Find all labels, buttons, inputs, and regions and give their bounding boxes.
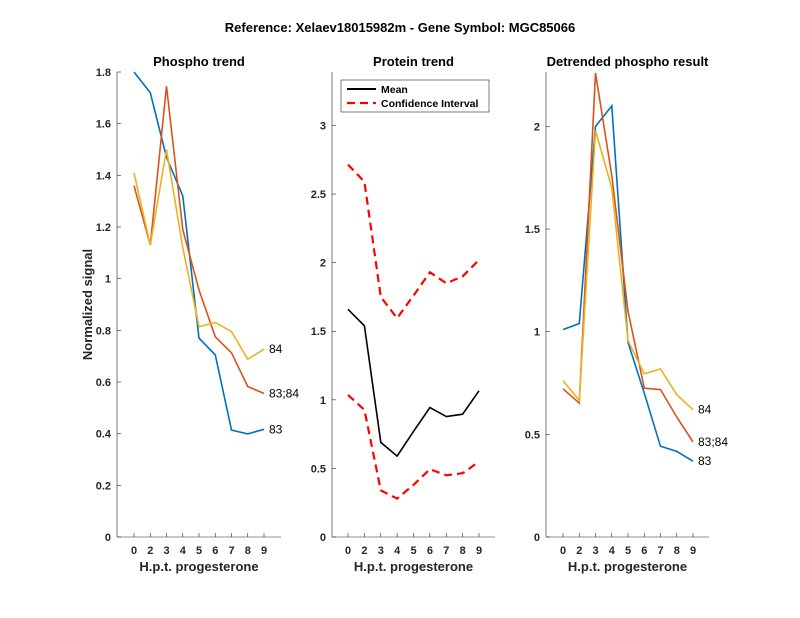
x-tick-label: 7 xyxy=(657,545,663,557)
y-tick-label: 0 xyxy=(320,532,326,544)
series-line-confidence-interval-upper xyxy=(347,163,480,320)
x-axis-label: H.p.t. progesterone xyxy=(568,559,687,574)
x-tick-label: 8 xyxy=(674,545,680,557)
x-axis-label: H.p.t. progesterone xyxy=(139,559,258,574)
panel-detrended-phospho-result: Detrended phospho result H.p.t. progeste… xyxy=(525,54,729,574)
legend-box xyxy=(340,79,490,113)
y-tick-label: 0.2 xyxy=(96,480,111,492)
x-tick-label: 0 xyxy=(560,545,566,557)
x-tick-label: 2 xyxy=(576,545,582,557)
legend-label-mean: Mean xyxy=(381,84,408,96)
series-end-label: 83 xyxy=(269,422,283,436)
panel-phospho-trend: Phospho trend H.p.t. progesterone Normal… xyxy=(80,54,299,574)
series-end-label: 84 xyxy=(269,342,283,356)
y-tick-label: 1.6 xyxy=(96,119,111,131)
panel-title: Detrended phospho result xyxy=(547,54,709,69)
y-tick-label: 1.5 xyxy=(525,224,540,236)
x-tick-label: 3 xyxy=(592,545,598,557)
legend: Mean Confidence Interval xyxy=(340,79,490,113)
series-line-mean xyxy=(347,308,480,458)
y-tick-label: 0.5 xyxy=(525,429,540,441)
series-end-label: 83;84 xyxy=(698,435,728,449)
y-tick-label: 0.4 xyxy=(96,429,112,441)
x-tick-label: 6 xyxy=(427,545,433,557)
y-tick-label: 1 xyxy=(320,395,326,407)
x-tick-label: 8 xyxy=(460,545,466,557)
panel-title: Phospho trend xyxy=(153,54,245,69)
legend-label-confidence-interval: Confidence Interval xyxy=(381,98,479,110)
y-tick-label: 1.5 xyxy=(311,326,326,338)
x-axis-label: H.p.t. progesterone xyxy=(354,559,473,574)
y-tick-label: 1.4 xyxy=(96,170,112,182)
x-tick-label: 9 xyxy=(476,545,482,557)
x-tick-label: 4 xyxy=(394,545,401,557)
y-tick-label: 2 xyxy=(320,258,326,270)
x-tick-label: 6 xyxy=(641,545,647,557)
y-tick-label: 1 xyxy=(105,274,111,286)
series-line-83 xyxy=(133,71,265,435)
x-tick-label: 3 xyxy=(163,545,169,557)
figure-suptitle: Reference: Xelaev18015982m - Gene Symbol… xyxy=(225,20,575,35)
x-tick-label: 2 xyxy=(361,545,367,557)
y-tick-label: 0.6 xyxy=(96,377,111,389)
series-line-84 xyxy=(562,130,694,411)
y-tick-label: 3 xyxy=(320,120,326,132)
x-tick-label: 7 xyxy=(443,545,449,557)
panel-protein-trend: Protein trend H.p.t. progesterone 0 0.5 1 1… xyxy=(311,54,495,574)
series-end-label: 83;84 xyxy=(269,386,299,400)
x-tick-label: 6 xyxy=(212,545,218,557)
x-tick-label: 7 xyxy=(228,545,234,557)
series-line-83-84 xyxy=(133,86,265,395)
y-tick-label: 0 xyxy=(105,532,111,544)
series-end-label: 84 xyxy=(698,403,712,417)
series-line-83 xyxy=(562,103,694,462)
series-line-confidence-interval-lower xyxy=(347,394,480,500)
y-tick-label: 0.5 xyxy=(311,463,326,475)
x-tick-label: 5 xyxy=(625,545,631,557)
x-tick-label: 4 xyxy=(180,545,187,557)
x-tick-label: 3 xyxy=(378,545,384,557)
series-line-84 xyxy=(133,149,265,361)
y-tick-label: 1.2 xyxy=(96,222,111,234)
y-tick-label: 0.8 xyxy=(96,325,111,337)
y-axis-label: Normalized signal xyxy=(80,249,95,360)
y-tick-label: 1.8 xyxy=(96,67,111,79)
x-tick-label: 0 xyxy=(345,545,351,557)
x-tick-label: 9 xyxy=(261,545,267,557)
x-tick-label: 4 xyxy=(609,545,616,557)
x-tick-label: 8 xyxy=(245,545,251,557)
y-tick-label: 2.5 xyxy=(311,189,326,201)
y-tick-label: 1 xyxy=(534,327,540,339)
x-tick-label: 5 xyxy=(196,545,202,557)
series-end-label: 83 xyxy=(698,454,712,468)
x-tick-label: 0 xyxy=(131,545,137,557)
x-tick-label: 5 xyxy=(410,545,416,557)
x-tick-label: 9 xyxy=(690,545,696,557)
series-line-83-84 xyxy=(562,72,694,443)
x-tick-label: 2 xyxy=(147,545,153,557)
y-tick-label: 0 xyxy=(534,532,540,544)
panel-title: Protein trend xyxy=(373,54,454,69)
y-tick-label: 2 xyxy=(534,121,540,133)
